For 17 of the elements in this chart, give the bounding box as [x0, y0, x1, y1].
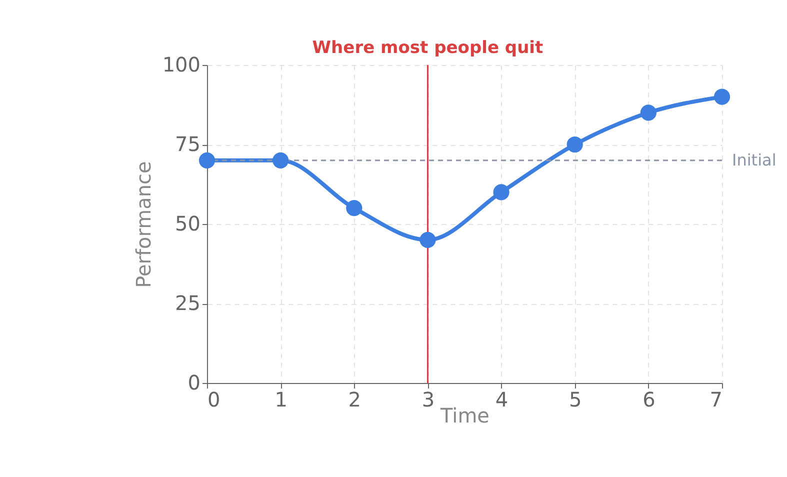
x-tick-label: 5	[568, 388, 582, 412]
x-tick-label: 3	[422, 388, 435, 412]
x-tick-label: 1	[274, 388, 288, 412]
x-axis-title: Time	[440, 404, 490, 428]
ref-line-label: Initial	[732, 150, 776, 170]
y-tick-label: 0	[188, 370, 200, 394]
x-tick-label: 6	[642, 388, 656, 412]
y-tick-label: 25	[175, 291, 200, 315]
y-tick-label: 50	[175, 212, 200, 236]
x-tick-label: 0	[208, 388, 220, 412]
y-tick-label: 100	[162, 52, 200, 76]
x-tick-label: 7	[710, 388, 722, 412]
x-tick-label: 2	[348, 388, 362, 412]
x-tick-label: 4	[495, 388, 508, 412]
y-axis-title: Performance	[131, 161, 156, 288]
y-tick-label: 75	[175, 132, 200, 156]
ref-line-label: Where most people quit	[312, 38, 544, 58]
